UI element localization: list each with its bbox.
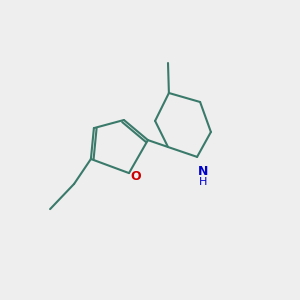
Text: N: N bbox=[198, 165, 208, 178]
Text: H: H bbox=[199, 177, 207, 188]
Text: O: O bbox=[130, 170, 141, 184]
